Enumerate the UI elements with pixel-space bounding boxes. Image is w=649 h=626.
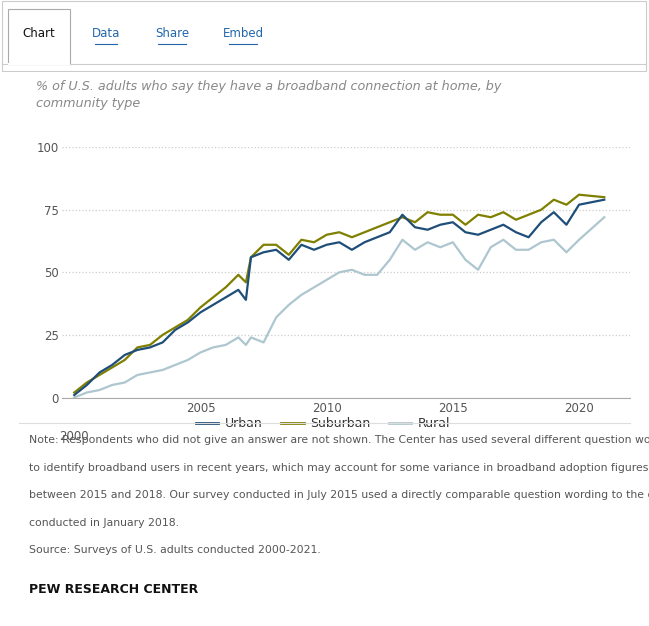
Text: Source: Surveys of U.S. adults conducted 2000-2021.: Source: Surveys of U.S. adults conducted… — [29, 545, 321, 555]
Text: conducted in January 2018.: conducted in January 2018. — [29, 518, 179, 528]
FancyBboxPatch shape — [2, 1, 646, 71]
Text: Note: Respondents who did not give an answer are not shown. The Center has used : Note: Respondents who did not give an an… — [29, 435, 649, 445]
Text: Embed: Embed — [223, 28, 263, 41]
Text: to identify broadband users in recent years, which may account for some variance: to identify broadband users in recent ye… — [29, 463, 648, 473]
Text: Chart: Chart — [23, 28, 55, 41]
FancyBboxPatch shape — [8, 9, 70, 64]
Text: 2000: 2000 — [60, 430, 89, 443]
Text: Share: Share — [155, 28, 189, 41]
Legend: Urban, Suburban, Rural: Urban, Suburban, Rural — [191, 412, 455, 435]
Text: PEW RESEARCH CENTER: PEW RESEARCH CENTER — [29, 583, 199, 597]
Text: % of U.S. adults who say they have a broadband connection at home, by
community : % of U.S. adults who say they have a bro… — [36, 80, 501, 110]
Text: Data: Data — [92, 28, 120, 41]
Text: between 2015 and 2018. Our survey conducted in July 2015 used a directly compara: between 2015 and 2018. Our survey conduc… — [29, 490, 649, 500]
